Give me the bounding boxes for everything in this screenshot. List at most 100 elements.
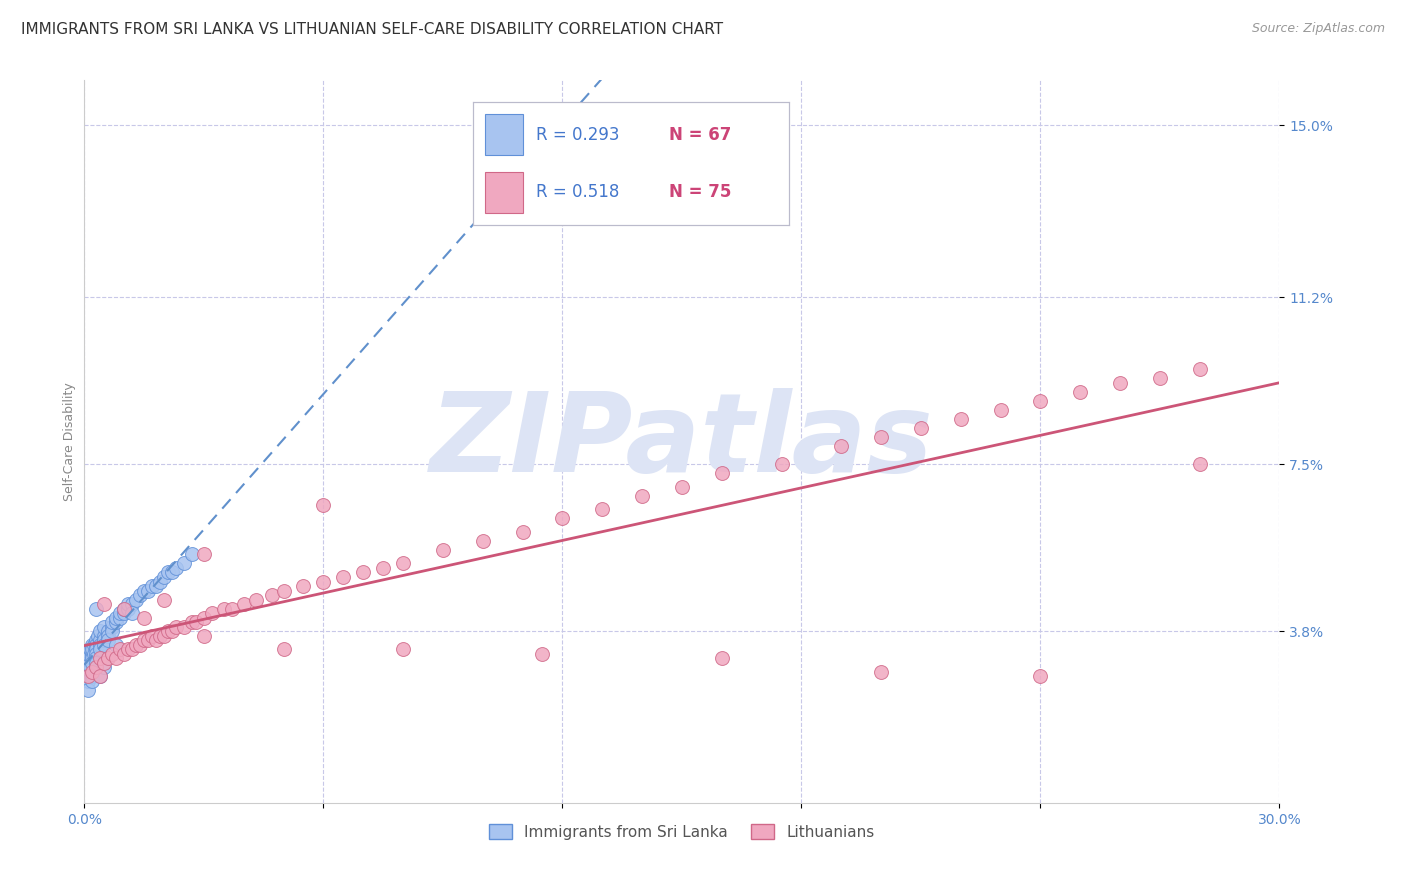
Point bbox=[125, 592, 148, 607]
Point bbox=[82, 651, 104, 665]
Point bbox=[990, 403, 1012, 417]
Point bbox=[392, 642, 415, 657]
Point bbox=[121, 606, 143, 620]
Point bbox=[221, 601, 243, 615]
Point bbox=[551, 511, 574, 525]
Point bbox=[89, 669, 111, 683]
Point bbox=[105, 610, 128, 624]
Point bbox=[160, 624, 183, 639]
Point bbox=[82, 656, 104, 670]
Point bbox=[165, 620, 187, 634]
Point bbox=[86, 651, 108, 665]
Point bbox=[181, 548, 204, 562]
Point bbox=[75, 660, 97, 674]
Point bbox=[153, 592, 176, 607]
Point bbox=[101, 620, 124, 634]
Point bbox=[86, 647, 108, 661]
Point bbox=[87, 629, 110, 643]
Point bbox=[671, 480, 693, 494]
Point bbox=[86, 656, 108, 670]
Point bbox=[93, 629, 115, 643]
Point bbox=[145, 579, 167, 593]
Point bbox=[157, 624, 180, 639]
Point bbox=[145, 633, 167, 648]
Point bbox=[173, 620, 195, 634]
Point bbox=[82, 647, 104, 661]
Point bbox=[97, 651, 120, 665]
Point bbox=[153, 629, 176, 643]
Point bbox=[77, 656, 100, 670]
Point bbox=[149, 574, 172, 589]
Point bbox=[165, 561, 187, 575]
Point bbox=[232, 597, 254, 611]
Point bbox=[273, 583, 295, 598]
Point bbox=[1188, 457, 1211, 471]
Point bbox=[132, 633, 156, 648]
Point bbox=[82, 665, 104, 679]
Point bbox=[212, 601, 235, 615]
Point bbox=[93, 660, 115, 674]
Point bbox=[1069, 384, 1091, 399]
Point bbox=[93, 656, 115, 670]
Point bbox=[82, 642, 104, 657]
Point bbox=[101, 624, 124, 639]
Point bbox=[82, 669, 104, 683]
Point bbox=[1149, 371, 1171, 385]
Point bbox=[830, 439, 852, 453]
Point bbox=[512, 524, 534, 539]
Text: Source: ZipAtlas.com: Source: ZipAtlas.com bbox=[1251, 22, 1385, 36]
Point bbox=[101, 647, 124, 661]
Point bbox=[112, 647, 135, 661]
Point bbox=[105, 615, 128, 630]
Point bbox=[132, 610, 156, 624]
Point bbox=[83, 647, 105, 661]
Y-axis label: Self-Care Disability: Self-Care Disability bbox=[63, 382, 76, 501]
Point bbox=[117, 642, 139, 657]
Point bbox=[193, 610, 215, 624]
Point bbox=[471, 533, 494, 548]
Point bbox=[273, 642, 295, 657]
Point bbox=[132, 583, 156, 598]
Point bbox=[117, 601, 139, 615]
Point bbox=[110, 642, 132, 657]
Point bbox=[770, 457, 793, 471]
Point bbox=[89, 669, 111, 683]
Point bbox=[332, 570, 354, 584]
Point bbox=[173, 557, 195, 571]
Point bbox=[870, 430, 893, 444]
Point bbox=[93, 638, 115, 652]
Point bbox=[141, 579, 163, 593]
Point bbox=[86, 638, 108, 652]
Point bbox=[129, 588, 152, 602]
Point bbox=[97, 624, 120, 639]
Point bbox=[591, 200, 613, 214]
Point bbox=[312, 498, 335, 512]
Point bbox=[77, 651, 100, 665]
Point bbox=[77, 682, 100, 697]
Point bbox=[1029, 393, 1052, 408]
Point bbox=[76, 669, 98, 683]
Text: ZIPatlas: ZIPatlas bbox=[430, 388, 934, 495]
Point bbox=[112, 601, 135, 615]
Point bbox=[93, 620, 115, 634]
Point bbox=[97, 633, 120, 648]
Text: IMMIGRANTS FROM SRI LANKA VS LITHUANIAN SELF-CARE DISABILITY CORRELATION CHART: IMMIGRANTS FROM SRI LANKA VS LITHUANIAN … bbox=[21, 22, 723, 37]
Point bbox=[157, 566, 180, 580]
Point bbox=[77, 673, 100, 688]
Point bbox=[373, 561, 395, 575]
Point bbox=[193, 629, 215, 643]
Point bbox=[105, 651, 128, 665]
Point bbox=[141, 629, 163, 643]
Point bbox=[125, 638, 148, 652]
Point bbox=[432, 542, 454, 557]
Point bbox=[79, 642, 101, 657]
Point bbox=[89, 651, 111, 665]
Point bbox=[1109, 376, 1132, 390]
Point bbox=[1188, 362, 1211, 376]
Point bbox=[110, 610, 132, 624]
Point bbox=[352, 566, 374, 580]
Point bbox=[110, 606, 132, 620]
Point bbox=[949, 412, 972, 426]
Point bbox=[83, 638, 105, 652]
Point bbox=[245, 592, 267, 607]
